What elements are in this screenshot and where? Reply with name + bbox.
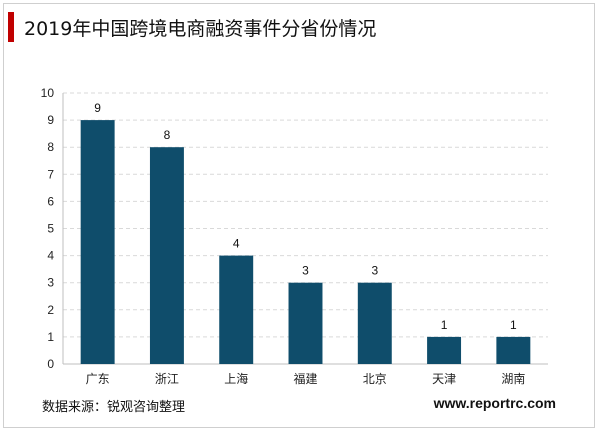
y-tick-label: 0 bbox=[47, 357, 54, 371]
data-label: 3 bbox=[371, 264, 378, 278]
data-label: 9 bbox=[94, 101, 101, 115]
y-tick-label: 9 bbox=[47, 113, 54, 127]
chart-title: 2019年中国跨境电商融资事件分省份情况 bbox=[24, 18, 377, 40]
data-label: 8 bbox=[164, 128, 171, 142]
y-tick-label: 6 bbox=[47, 194, 54, 208]
x-category-label: 北京 bbox=[363, 372, 387, 386]
x-category-label: 广东 bbox=[86, 372, 110, 386]
y-tick-label: 2 bbox=[47, 303, 54, 317]
x-category-label: 湖南 bbox=[501, 371, 525, 386]
data-label: 3 bbox=[302, 264, 309, 278]
bar-2 bbox=[149, 147, 184, 364]
y-tick-label: 5 bbox=[47, 222, 54, 236]
website-url[interactable]: www.reportrc.com bbox=[433, 395, 556, 411]
data-label: 1 bbox=[510, 318, 517, 332]
x-category-label: 天津 bbox=[432, 372, 456, 386]
data-label: 1 bbox=[441, 318, 448, 332]
data-label: 4 bbox=[233, 237, 240, 251]
bar-3 bbox=[219, 255, 254, 364]
title-accent-bar bbox=[8, 12, 14, 42]
y-tick-label: 8 bbox=[47, 140, 54, 154]
y-tick-label: 4 bbox=[47, 249, 54, 263]
bar-7 bbox=[496, 336, 531, 364]
y-tick-label: 10 bbox=[41, 86, 55, 100]
bar-6 bbox=[427, 336, 462, 364]
x-category-label: 浙江 bbox=[155, 372, 179, 386]
bar-1 bbox=[80, 120, 115, 364]
bar-5 bbox=[357, 282, 392, 364]
x-category-label: 福建 bbox=[293, 371, 317, 386]
y-tick-label: 1 bbox=[47, 330, 54, 344]
source-note: 数据来源：锐观咨询整理 bbox=[42, 400, 186, 415]
x-category-label: 上海 bbox=[224, 371, 248, 386]
y-tick-label: 3 bbox=[47, 276, 54, 290]
y-tick-label: 7 bbox=[47, 167, 54, 181]
bar-4 bbox=[288, 282, 323, 364]
